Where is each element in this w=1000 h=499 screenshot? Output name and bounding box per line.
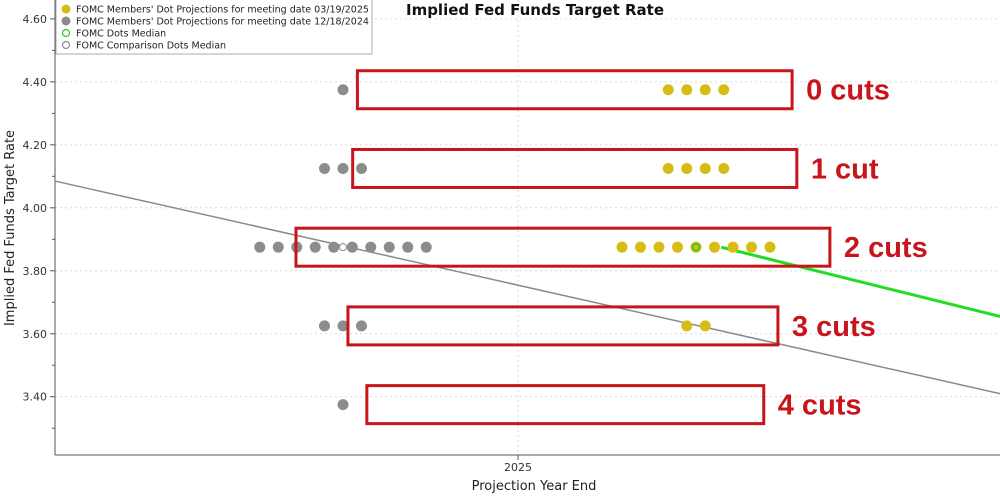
dot-dec-2024 (402, 241, 414, 253)
dot-dec-2024 (346, 241, 358, 253)
legend: FOMC Members' Dot Projections for meetin… (55, 0, 373, 55)
dot-dec-2024 (356, 320, 367, 332)
grid-layer (55, 0, 1000, 455)
x-tick-label: 2025 (504, 461, 532, 474)
cuts-label: 3 cuts (792, 311, 876, 343)
dot-mar-2025 (653, 241, 665, 253)
dot-dec-2024 (365, 241, 377, 253)
implied-rate-line (54, 180, 1000, 395)
dot-mar-2025 (746, 241, 757, 253)
y-tick-label: 4.40 (23, 76, 48, 89)
dot-mar-2025 (681, 162, 693, 174)
annotation-layer: 0 cuts 1 cut 2 cuts 3 cuts 4 cuts (294, 69, 928, 426)
cuts-box (365, 384, 766, 426)
cuts-box (351, 147, 799, 189)
dot-mar-2025 (681, 84, 693, 96)
x-axis-title: Projection Year End (472, 479, 597, 494)
y-tick-label: 4.60 (23, 13, 48, 26)
legend-label: FOMC Comparison Dots Median (76, 41, 226, 52)
dot-mar-2025 (727, 241, 739, 253)
dots-median-line (720, 245, 1000, 318)
legend-marker (61, 28, 71, 38)
cuts-box (346, 305, 780, 347)
dot-mar-2025 (764, 241, 776, 253)
dot-dec-2024 (328, 241, 340, 253)
axes-layer: 3.40 3.60 3.80 4.00 4.20 4.40 4.60 2025 (23, 0, 1000, 474)
dots-median-marker (691, 242, 701, 252)
cuts-label: 0 cuts (806, 75, 890, 107)
dot-mar-2025 (718, 162, 730, 174)
cuts-label: 4 cuts (778, 390, 862, 422)
y-tick-label: 3.80 (23, 265, 48, 278)
legend-marker (61, 16, 71, 26)
dot-mar-2025 (681, 320, 693, 332)
chart-title: Implied Fed Funds Target Rate (406, 1, 664, 19)
dot-dec-2024 (309, 241, 321, 253)
legend-marker (61, 4, 71, 14)
dot-mar-2025 (616, 241, 628, 253)
y-tick-label: 3.40 (23, 391, 48, 404)
cuts-label: 1 cut (811, 153, 879, 185)
y-tick-label: 3.60 (23, 328, 48, 341)
dot-dec-2024 (356, 162, 367, 174)
cuts-box (355, 69, 794, 111)
y-tick-label: 4.20 (23, 139, 48, 152)
cuts-label: 2 cuts (844, 232, 928, 264)
comparison-median-marker (339, 243, 347, 252)
dot-mar-2025 (718, 84, 730, 96)
dot-dec-2024 (337, 162, 349, 174)
dot-dec-2024 (319, 320, 330, 332)
legend-box (55, 0, 373, 55)
dot-mar-2025 (662, 162, 674, 174)
dot-dec-2024 (337, 399, 349, 411)
y-axis-title: Implied Fed Funds Target Rate (3, 130, 18, 326)
dot-dec-2024 (383, 241, 395, 253)
dot-mar-2025 (699, 84, 711, 96)
dot-dec-2024 (420, 241, 432, 253)
legend-label: FOMC Members' Dot Projections for meetin… (76, 5, 369, 16)
dot-mar-2025 (635, 241, 646, 253)
dot-mar-2025 (709, 241, 720, 253)
dot-dec-2024 (337, 320, 349, 332)
cuts-box (294, 226, 832, 268)
dot-mar-2025 (699, 320, 711, 332)
legend-label: FOMC Members' Dot Projections for meetin… (76, 17, 369, 28)
y-tick-label: 4.00 (23, 202, 48, 215)
dot-dec-2024 (254, 241, 266, 253)
dots-layer (254, 84, 776, 411)
trend-layer (54, 180, 1000, 395)
dot-mar-2025 (662, 84, 674, 96)
dot-dec-2024 (272, 241, 284, 253)
dot-mar-2025 (699, 162, 711, 174)
legend-label: FOMC Dots Median (76, 29, 166, 40)
dot-mar-2025 (672, 241, 683, 253)
dot-dec-2024 (337, 84, 349, 96)
dot-dec-2024 (319, 162, 330, 174)
legend-marker (61, 40, 71, 50)
